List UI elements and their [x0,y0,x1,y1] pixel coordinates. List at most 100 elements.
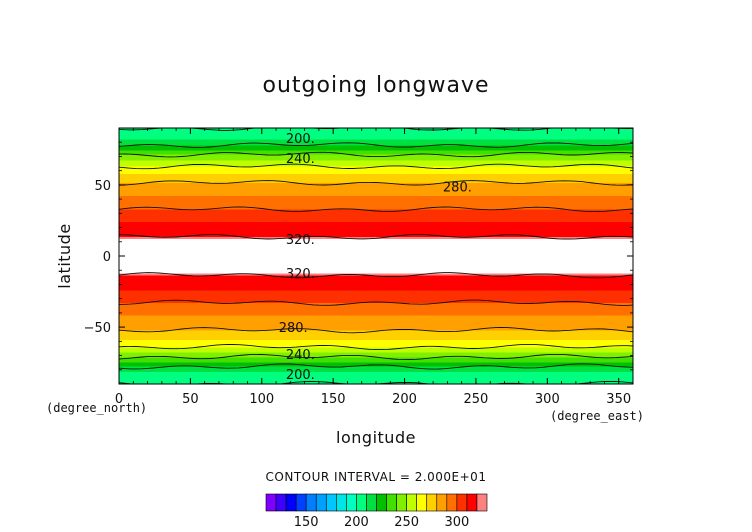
band-strip [119,242,633,245]
band-strip [119,358,633,360]
band-strip [119,260,633,262]
band-strip [119,290,633,292]
colorbar-swatch [436,493,448,512]
colorbar-swatch [336,493,347,512]
y-tick-label: 0 [103,250,111,265]
band-strip [119,181,633,183]
colorbar-tick-label: 300 [444,515,469,530]
band-strip [119,343,633,346]
band-strip [119,151,633,153]
band-strip [119,239,633,241]
band-strip [119,291,633,294]
band-strip [119,284,633,286]
band-strip [119,136,633,138]
band-strip [119,175,633,177]
band-strip [119,206,633,208]
contour-line [119,206,633,213]
band-strip [119,152,633,154]
band-strip [119,353,633,356]
colorbar-tick-label: 200 [344,515,369,530]
band-strip [119,377,633,379]
band-strip [119,218,633,221]
band-strip [119,203,633,206]
y-axis-ticks: −50 0 50 [84,141,633,371]
band-strip [119,134,633,137]
band-strip [119,333,633,336]
band-strip [119,264,633,267]
band-strip [119,357,633,359]
band-strip [119,149,633,152]
band-strip [119,338,633,341]
band-strip [119,186,633,189]
band-strip [119,214,633,216]
band-strip [119,370,633,373]
band-strip [119,238,633,240]
band-strip [119,358,633,361]
band-strip [119,257,633,259]
band-strip [119,304,633,307]
band-strip [119,209,633,211]
contour-line [119,327,633,334]
band-strip [119,185,633,187]
band-strip [119,205,633,208]
band-strip [119,247,633,249]
band-strip [119,158,633,160]
band-strip [119,241,633,243]
band-strip [119,277,633,279]
band-strip [119,251,633,253]
band-strip [119,262,633,265]
band-strip [119,306,633,308]
band-strip [119,332,633,334]
band-strip [119,169,633,171]
band-strip [119,178,633,180]
colorbar-tick-label: 150 [294,515,319,530]
colorbar-swatch [265,493,277,512]
band-strip [119,235,633,237]
band-strip [119,361,633,363]
colorbar-swatch [476,493,488,512]
contour-label: 320. [286,267,315,282]
band-strip [119,218,633,220]
colorbar-swatch [456,493,468,512]
x-tick-label: 0 [115,392,123,407]
band-strip [119,149,633,151]
colorbar-swatch [315,493,327,512]
band-strip [119,198,633,200]
x-axis-unit: (degree_east) [550,409,644,423]
band-strip [119,320,633,322]
band-strip [119,211,633,213]
band-strip [119,276,633,278]
band-strip [119,277,633,280]
band-strip [119,140,633,142]
band-strip [119,179,633,181]
band-strip [119,190,633,193]
band-strip [119,373,633,376]
band-strip [119,147,633,149]
colorbar-swatch [466,493,478,512]
band-strip [119,154,633,157]
band-strip [119,321,633,324]
band-strip [119,284,633,287]
contour-line [119,299,633,306]
band-strip [119,196,633,198]
band-strip [119,203,633,205]
band-strip [119,303,633,305]
band-strip [119,221,633,223]
band-strip [119,312,633,314]
band-strip [119,243,633,245]
band-strip [119,363,633,366]
band-strip [119,327,633,329]
band-strip [119,310,633,312]
band-strip [119,341,633,343]
x-tick-label: 50 [182,392,199,407]
colorbar-swatch [396,493,407,512]
band-strip [119,173,633,176]
x-tick-label: 100 [249,392,274,407]
band-strip [119,244,633,246]
band-strip [119,227,633,230]
band-strip [119,194,633,196]
band-strip [119,163,633,166]
band-strip [119,202,633,204]
band-strip [119,285,633,287]
band-strip [119,190,633,192]
